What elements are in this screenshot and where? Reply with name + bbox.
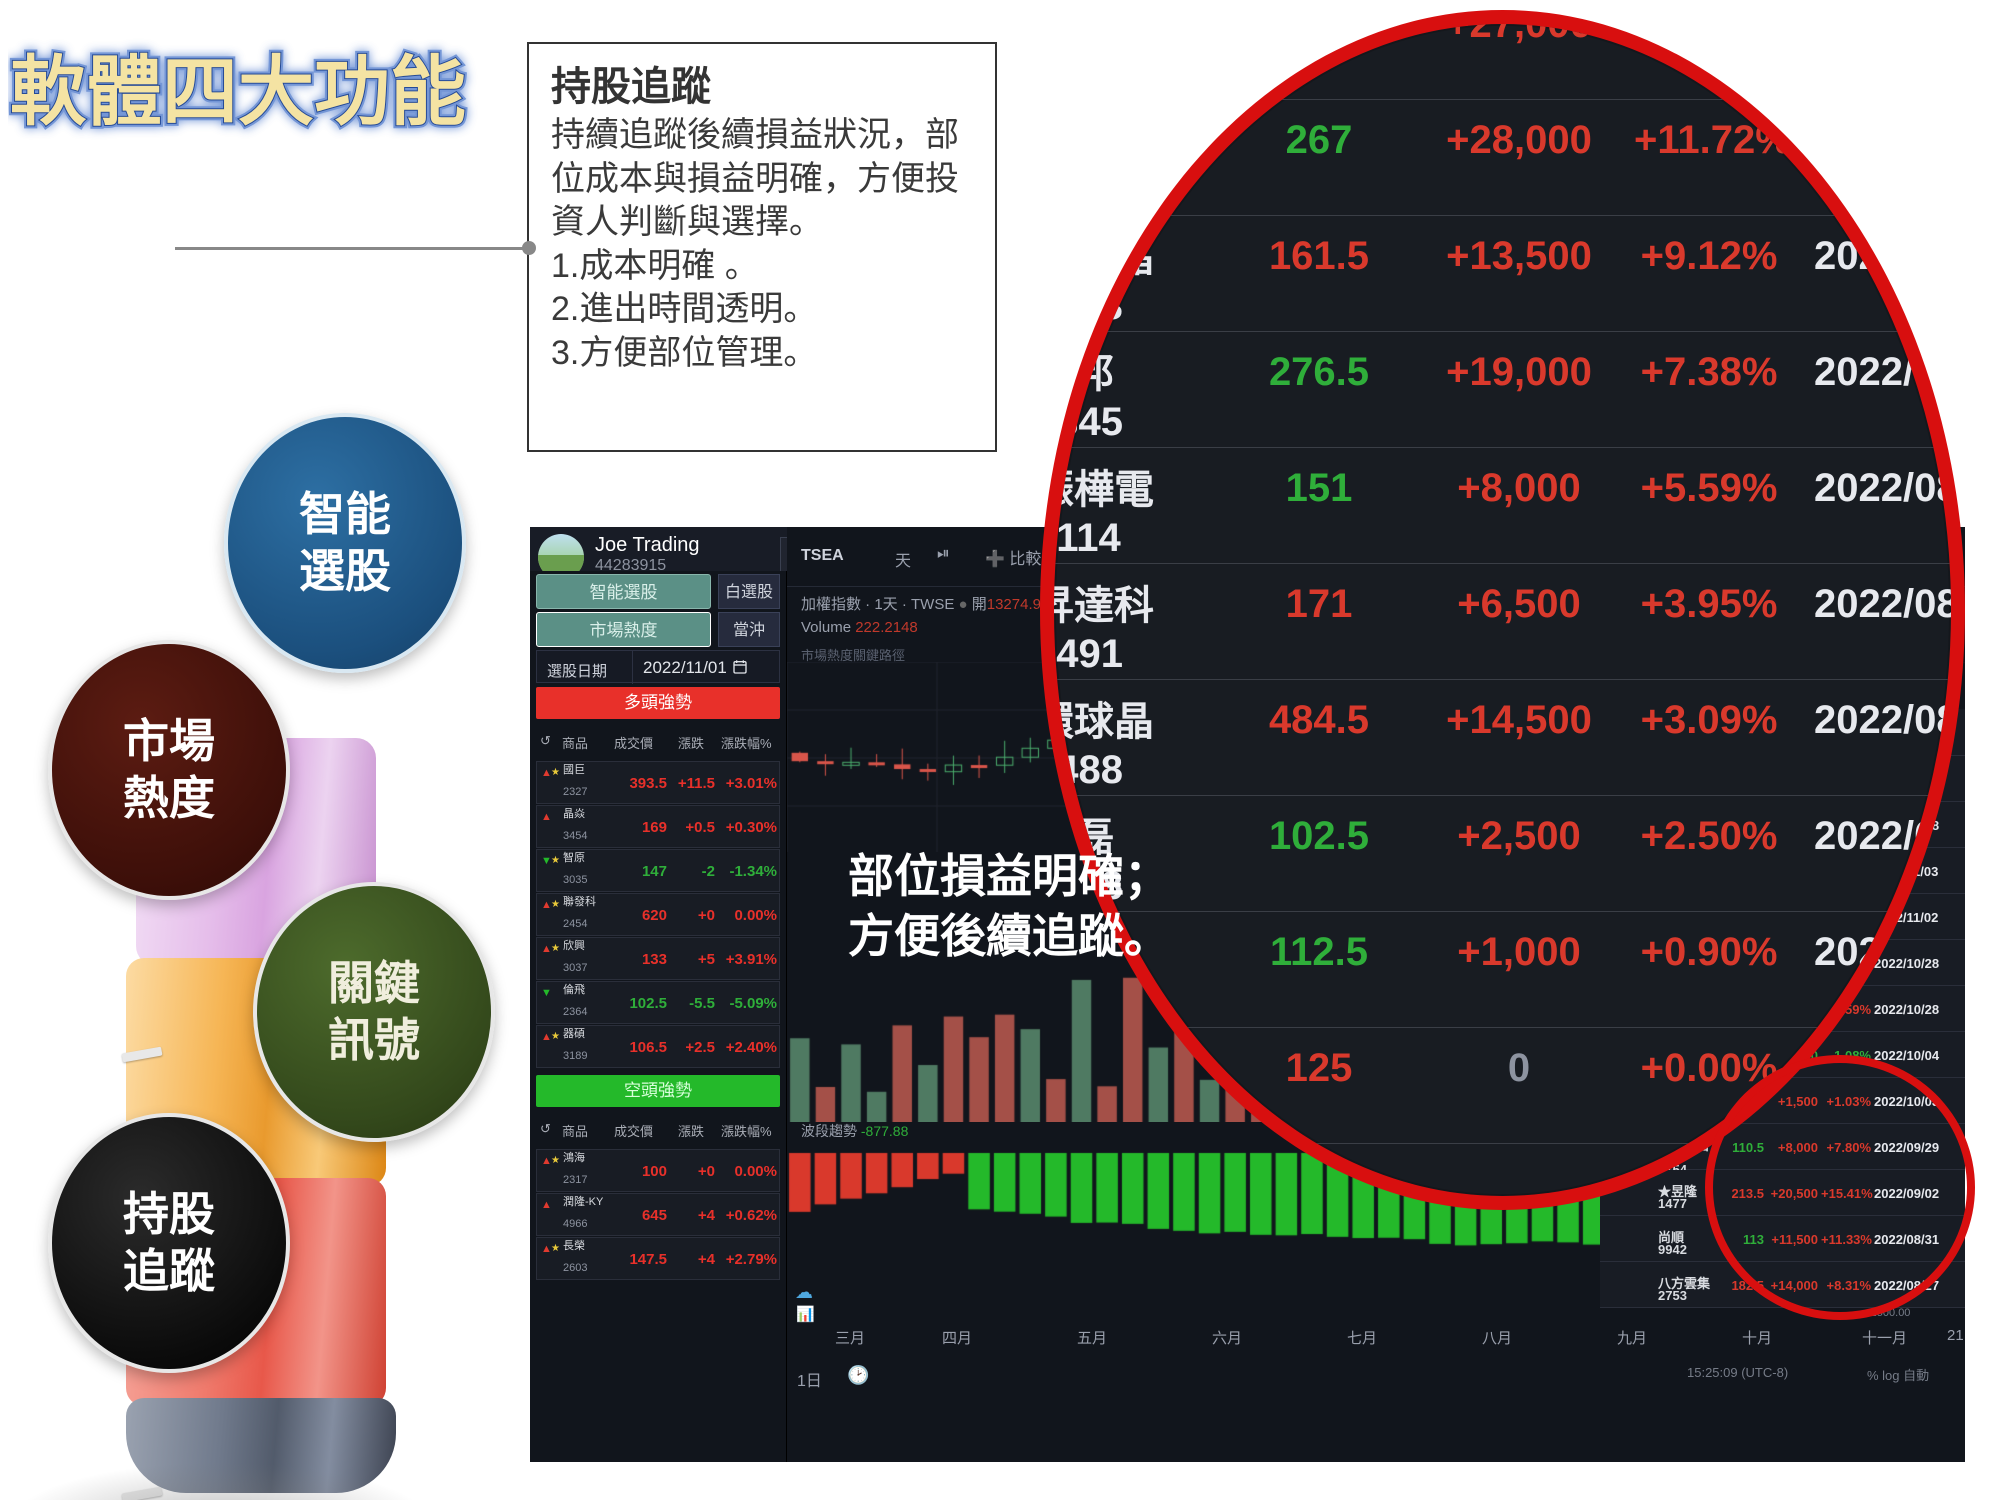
svg-text:軟體四大功能: 軟體四大功能 xyxy=(10,50,466,135)
